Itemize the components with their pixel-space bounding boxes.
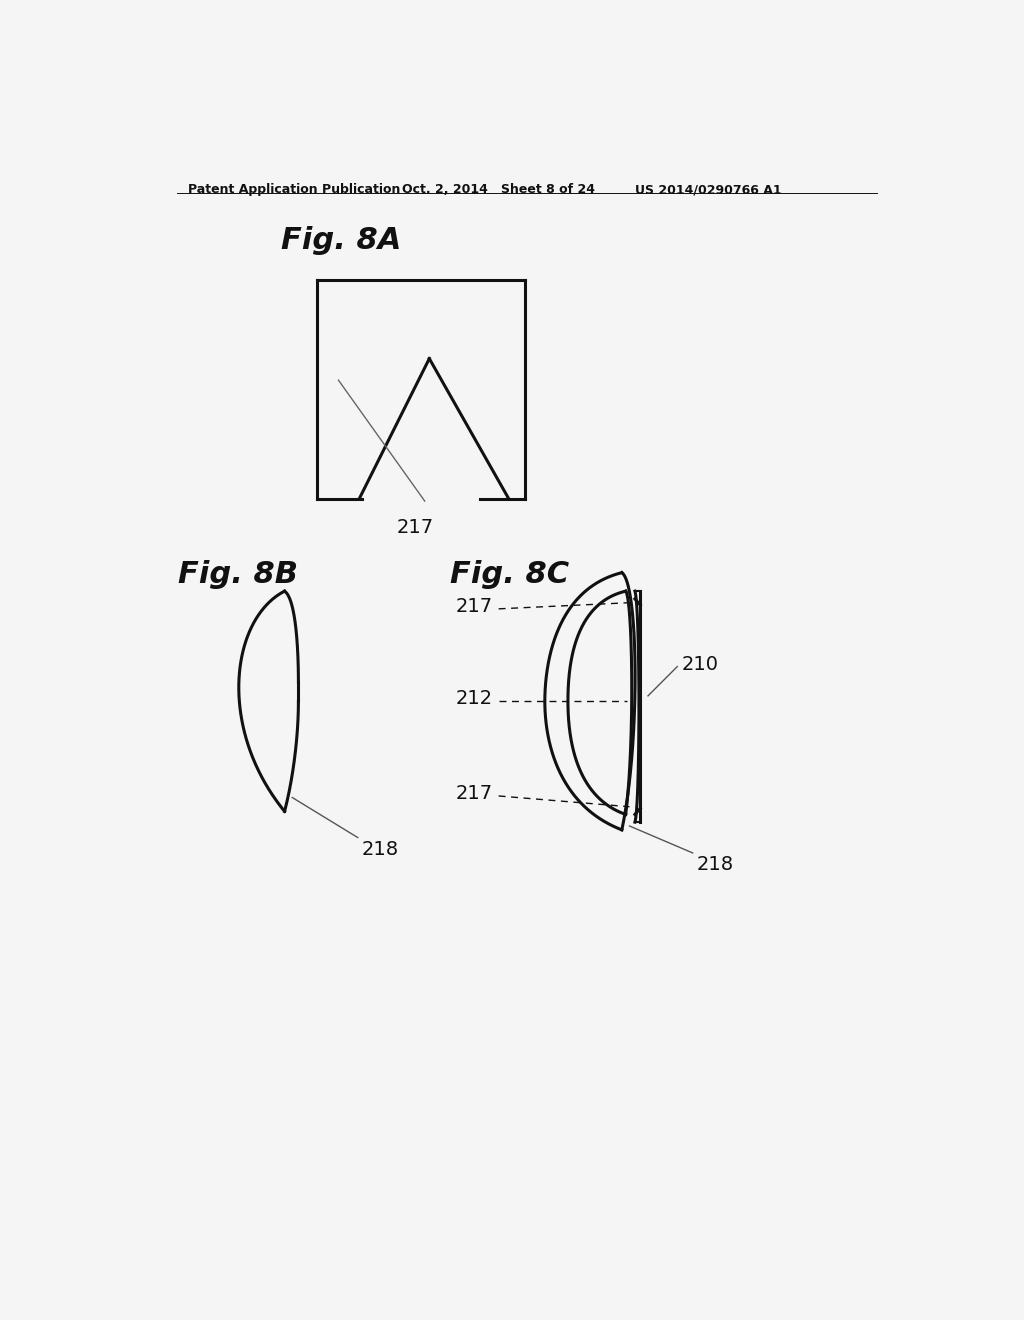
Text: 210: 210 [682,655,719,673]
Text: 212: 212 [456,689,493,709]
Text: US 2014/0290766 A1: US 2014/0290766 A1 [635,183,781,197]
Text: Fig. 8B: Fig. 8B [178,561,298,589]
Text: 218: 218 [696,855,733,874]
Text: Fig. 8C: Fig. 8C [451,561,569,589]
Text: 217: 217 [456,597,493,616]
Text: Oct. 2, 2014   Sheet 8 of 24: Oct. 2, 2014 Sheet 8 of 24 [401,183,595,197]
Text: Patent Application Publication: Patent Application Publication [188,183,400,197]
Text: 217: 217 [397,517,434,537]
Text: Fig. 8A: Fig. 8A [281,226,401,255]
Text: 217: 217 [456,784,493,803]
Text: 218: 218 [361,840,398,859]
